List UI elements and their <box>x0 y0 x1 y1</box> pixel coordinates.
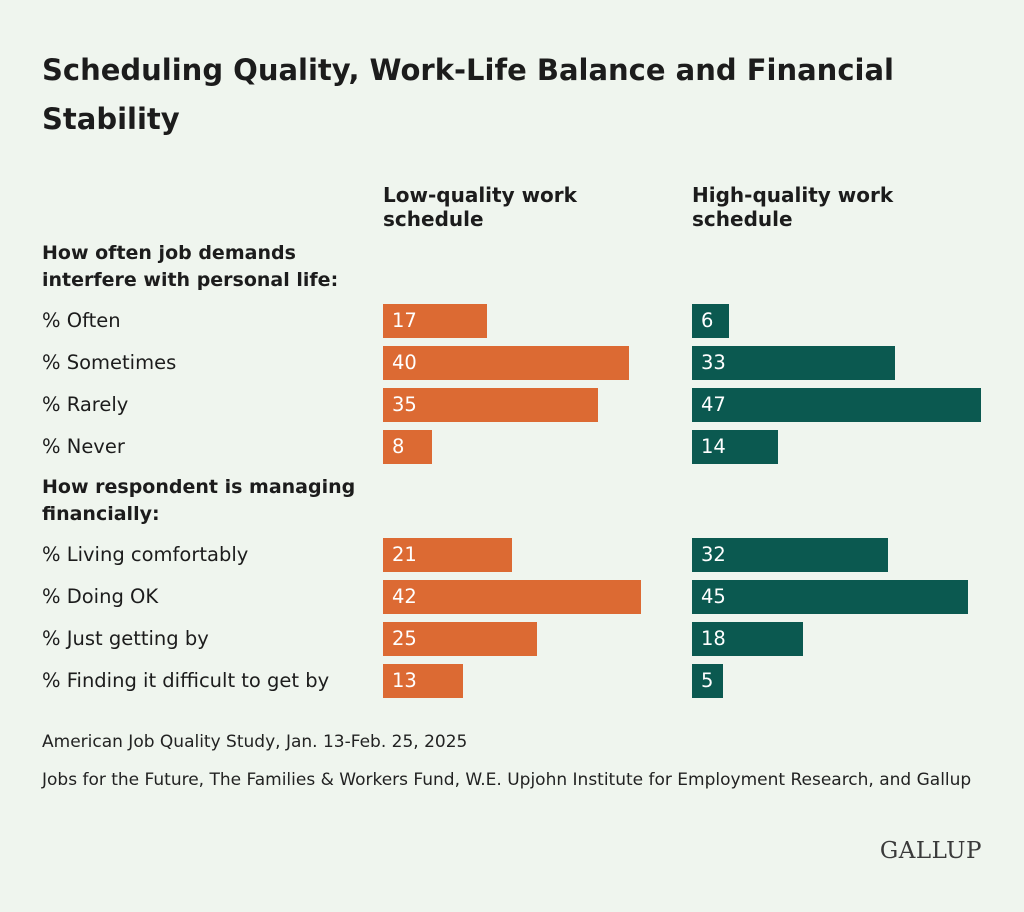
category-label: % Sometimes <box>42 351 177 374</box>
series-name: Low-quality work schedule <box>383 183 577 231</box>
source-note: Jobs for the Future, The Families & Work… <box>42 770 972 790</box>
value-label: 18 <box>701 627 726 650</box>
bar <box>383 388 598 422</box>
bar <box>383 304 488 338</box>
value-label: 8 <box>392 435 405 458</box>
bar <box>692 538 889 572</box>
category-label: % Finding it difficult to get by <box>42 669 330 692</box>
bar <box>383 430 433 464</box>
bar <box>692 388 981 422</box>
category-label: % Doing OK <box>42 585 159 608</box>
bar <box>383 580 641 614</box>
category-label: % Living comfortably <box>42 543 249 566</box>
value-label: 6 <box>701 309 714 332</box>
bar <box>692 346 895 380</box>
bar <box>383 622 537 656</box>
value-label: 47 <box>701 393 726 416</box>
value-label: 25 <box>392 627 417 650</box>
group-label: How respondent is managing financially: <box>42 476 356 525</box>
value-label: 35 <box>392 393 417 416</box>
chart-title: Scheduling Quality, Work-Life Balance an… <box>42 53 894 136</box>
value-label: 40 <box>392 351 417 374</box>
value-label: 14 <box>701 435 726 458</box>
category-label: % Never <box>42 435 125 458</box>
group-label: How often job demands interfere with per… <box>42 242 339 291</box>
category-label: % Just getting by <box>42 627 209 650</box>
value-label: 5 <box>701 669 714 692</box>
value-label: 21 <box>392 543 417 566</box>
bar <box>383 664 463 698</box>
value-label: 17 <box>392 309 417 332</box>
logo: GALLUP <box>879 838 982 864</box>
bar <box>383 346 629 380</box>
bar <box>692 304 729 338</box>
bar <box>383 538 512 572</box>
bar <box>692 580 969 614</box>
bar <box>692 622 803 656</box>
value-label: 13 <box>392 669 417 692</box>
value-label: 45 <box>701 585 726 608</box>
value-label: 42 <box>392 585 417 608</box>
value-label: 32 <box>701 543 726 566</box>
source-note: American Job Quality Study, Jan. 13-Feb.… <box>42 732 468 752</box>
bar <box>692 664 723 698</box>
category-label: % Rarely <box>42 393 129 416</box>
bar <box>692 430 778 464</box>
category-label: % Often <box>42 309 121 332</box>
series-name: High-quality work schedule <box>692 183 894 231</box>
value-label: 33 <box>701 351 726 374</box>
